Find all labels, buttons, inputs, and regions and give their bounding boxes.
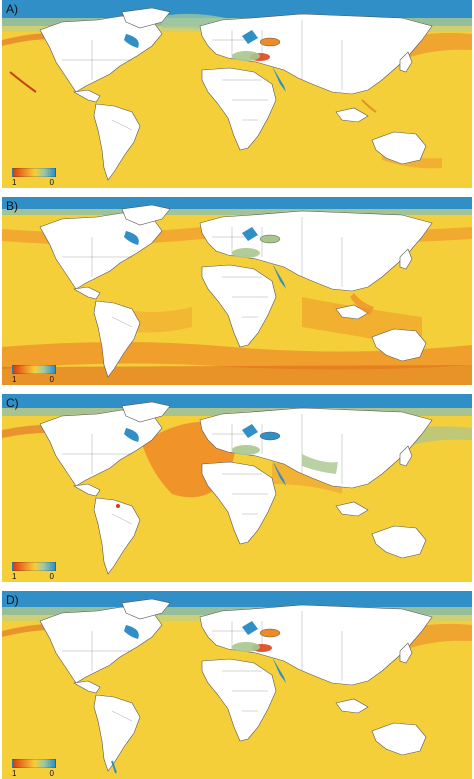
hudson-bay: [124, 625, 139, 639]
baltic-sea: [242, 621, 258, 635]
hudson-bay: [124, 428, 139, 442]
map-panel-b: B) 1 0: [2, 197, 472, 385]
panel-a-legend: 1 0: [12, 168, 56, 188]
colorbar: [12, 365, 56, 374]
land-masses: [39, 401, 433, 575]
black-sea-hotspot: [259, 37, 281, 47]
legend-min-label: 1: [12, 769, 17, 778]
panel-c-legend: 1 0: [12, 562, 56, 582]
panel-b-legend: 1 0: [12, 365, 56, 385]
legend-max-label: 0: [49, 178, 54, 187]
legend-max-label: 0: [49, 769, 54, 778]
hudson-bay: [124, 231, 139, 245]
hudson-bay: [124, 34, 139, 48]
panel-c-label: C): [6, 396, 19, 410]
colorbar: [12, 759, 56, 768]
baltic-sea: [242, 30, 258, 44]
legend-min-label: 1: [12, 375, 17, 384]
land-masses: [39, 598, 433, 772]
country-borders: [62, 20, 343, 131]
baltic-sea: [242, 424, 258, 438]
legend-max-label: 0: [49, 375, 54, 384]
country-borders: [62, 217, 343, 328]
colorbar: [12, 168, 56, 177]
land-masses: [39, 7, 433, 181]
panel-b-label: B): [6, 199, 18, 213]
map-panel-a: A) 1 0: [2, 0, 472, 188]
legend-min-label: 1: [12, 178, 17, 187]
legend-min-label: 1: [12, 572, 17, 581]
hotspot-track: [9, 71, 37, 93]
red-sea: [272, 657, 286, 683]
map-b-svg: [2, 197, 472, 385]
legend-max-label: 0: [49, 572, 54, 581]
map-a-svg: [2, 0, 472, 188]
map-panel-c: C) 1 0: [2, 394, 472, 582]
country-borders: [62, 414, 343, 525]
red-sea: [272, 263, 286, 289]
panel-d-label: D): [6, 593, 19, 607]
arctic-ice-band: [2, 0, 472, 18]
panel-d-legend: 1 0: [12, 759, 56, 779]
colorbar: [12, 562, 56, 571]
country-borders: [62, 611, 343, 722]
map-d-svg: [2, 591, 472, 779]
land-masses: [39, 204, 433, 378]
map-c-svg: [2, 394, 472, 582]
map-panel-d: D) 1 0: [2, 591, 472, 779]
panel-a-label: A): [6, 2, 18, 16]
red-sea: [272, 66, 286, 92]
red-sea: [272, 460, 286, 486]
baltic-sea: [242, 227, 258, 241]
